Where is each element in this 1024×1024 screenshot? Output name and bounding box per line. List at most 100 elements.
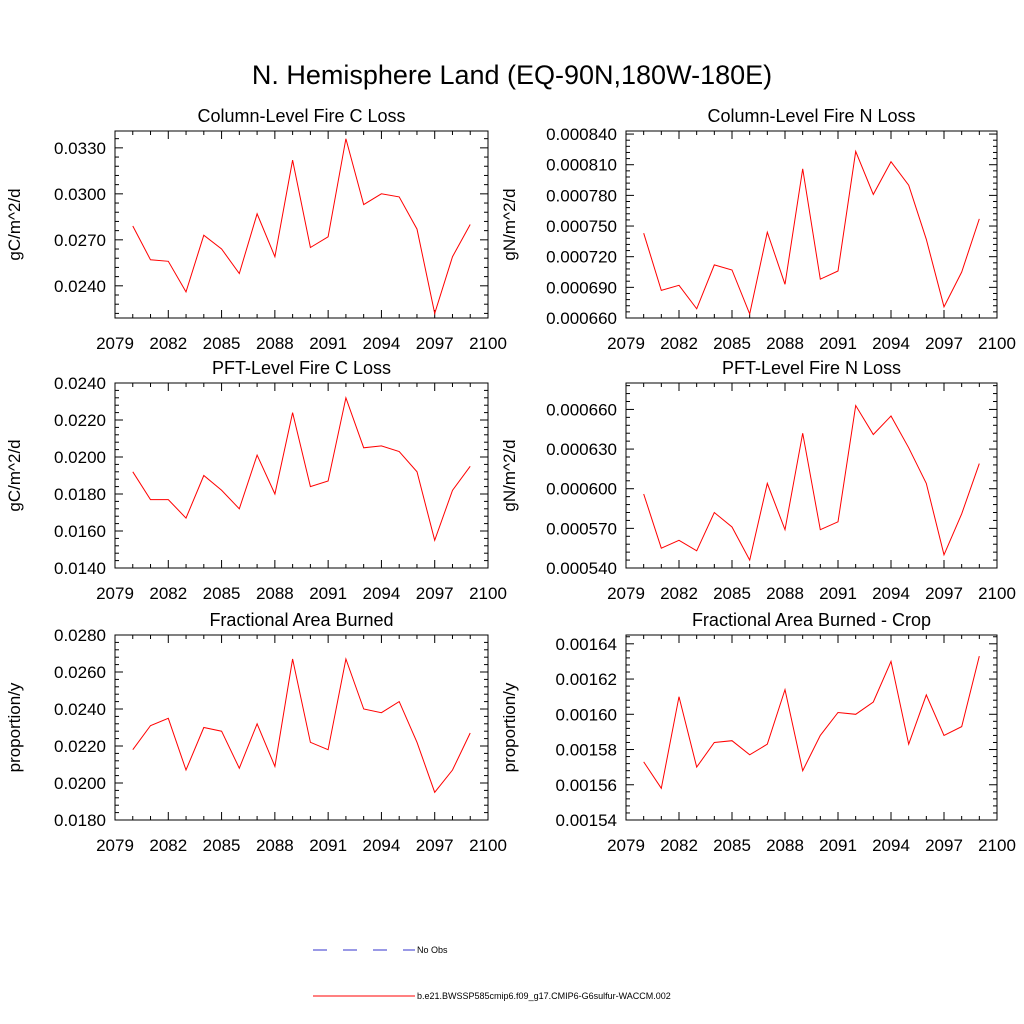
x-tick-label: 2094 [872,334,910,353]
x-tick-label: 2097 [925,584,963,603]
x-tick-label: 2085 [203,584,241,603]
x-tick-label: 2088 [256,584,294,603]
panel-4: 2079 2082 2085 2088 2091 2094 2097 2100 0.000540… [500,358,1016,603]
y-tick-label: 0.0220 [54,411,106,430]
y-tick-label: 0.000660 [546,400,617,419]
x-tick-label: 2091 [309,836,347,855]
x-tick-label: 2082 [149,584,187,603]
panel-title: PFT-Level Fire C Loss [212,358,391,378]
panel-6: 2079 2082 2085 2088 2091 2094 2097 2100 0.00154 0… [500,610,1016,855]
y-tick-label: 0.0200 [54,774,106,793]
y-tick-label: 0.00158 [556,741,617,760]
x-tick-label: 2088 [256,334,294,353]
y-tick-label: 0.000540 [546,559,617,578]
x-tick-label: 2094 [363,334,401,353]
y-axis-label: gN/m^2/d [500,188,519,260]
panels: 2079 2082 2085 2088 2091 2094 2097 2100 0.0240 0.… [5,106,1016,855]
x-tick-label: 2097 [925,836,963,855]
y-tick-label: 0.000720 [546,248,617,267]
x-tick-label: 2085 [203,334,241,353]
y-tick-label: 0.0330 [54,139,106,158]
x-tick-label: 2088 [766,836,804,855]
y-axis-label: proportion/y [500,682,519,772]
plot-frame [625,634,998,821]
series-line [132,395,471,543]
y-tick-label: 0.0200 [54,448,106,467]
y-tick-label: 0.00162 [556,670,617,689]
y-tick-label: 0.0260 [54,663,106,682]
y-tick-label: 0.0140 [54,559,106,578]
x-tick-label: 2097 [416,334,454,353]
y-tick-label: 0.000630 [546,440,617,459]
x-tick-label: 2079 [607,836,645,855]
y-axis-label: gN/m^2/d [500,439,519,511]
y-tick-label: 0.0240 [54,700,106,719]
x-tick-label: 2091 [819,836,857,855]
y-tick-label: 0.0300 [54,185,106,204]
y-tick-label: 0.00164 [556,635,617,654]
y-tick-label: 0.00160 [556,705,617,724]
plot-frame [114,130,489,319]
y-tick-label: 0.000840 [546,125,617,144]
x-tick-label: 2097 [416,584,454,603]
x-tick-label: 2100 [469,584,507,603]
x-tick-label: 2085 [713,584,751,603]
panel-title: Fractional Area Burned - Crop [692,610,931,630]
x-tick-label: 2094 [872,584,910,603]
x-tick-label: 2082 [149,836,187,855]
x-tick-label: 2079 [607,584,645,603]
x-tick-label: 2082 [660,584,698,603]
panel-title: Column-Level Fire N Loss [707,106,915,126]
y-tick-label: 0.000600 [546,480,617,499]
x-tick-label: 2085 [713,836,751,855]
x-tick-label: 2097 [416,836,454,855]
x-tick-label: 2088 [766,334,804,353]
x-tick-label: 2085 [203,836,241,855]
y-tick-label: 0.000780 [546,186,617,205]
x-tick-label: 2085 [713,334,751,353]
series-line [643,149,980,316]
panel-3: 2079 2082 2085 2088 2091 2094 2097 2100 0.0140 0.… [5,358,507,603]
x-tick-label: 2100 [469,836,507,855]
y-tick-label: 0.0220 [54,737,106,756]
legend-label-model: b.e21.BWSSP585cmip6.f09_g17.CMIP6-G6sulf… [417,991,671,1001]
x-tick-label: 2079 [607,334,645,353]
y-tick-label: 0.000750 [546,217,617,236]
legend: No Obs b.e21.BWSSP585cmip6.f09_g17.CMIP6… [313,945,671,1001]
panel-2: 2079 2082 2085 2088 2091 2094 2097 2100 0.000660… [500,106,1016,353]
x-tick-label: 2100 [978,584,1016,603]
x-tick-label: 2088 [256,836,294,855]
x-tick-label: 2082 [660,334,698,353]
plot-frame [625,130,998,319]
y-tick-label: 0.000690 [546,278,617,297]
x-tick-label: 2079 [96,334,134,353]
y-tick-label: 0.000660 [546,309,617,328]
panel-title: PFT-Level Fire N Loss [722,358,901,378]
panel-5: 2079 2082 2085 2088 2091 2094 2097 2100 0.0180 0.… [5,610,507,855]
y-axis-label: gC/m^2/d [5,439,24,511]
y-tick-label: 0.0180 [54,485,106,504]
main-title: N. Hemisphere Land (EQ-90N,180W-180E) [252,60,772,90]
y-tick-label: 0.0180 [54,811,106,830]
x-tick-label: 2088 [766,584,804,603]
y-tick-label: 0.00156 [556,776,617,795]
x-tick-label: 2094 [363,836,401,855]
y-tick-label: 0.0270 [54,231,106,250]
series-line [132,138,471,316]
y-axis-label: gC/m^2/d [5,188,24,260]
x-tick-label: 2100 [978,334,1016,353]
x-tick-label: 2079 [96,584,134,603]
series-line [643,655,980,790]
x-tick-label: 2082 [660,836,698,855]
x-tick-label: 2097 [925,334,963,353]
x-tick-label: 2082 [149,334,187,353]
x-tick-label: 2094 [363,584,401,603]
plot-frame [114,634,489,821]
plot-frame [114,382,489,569]
x-tick-label: 2079 [96,836,134,855]
panel-1: 2079 2082 2085 2088 2091 2094 2097 2100 0.0240 0.… [5,106,507,353]
y-axis-label: proportion/y [5,682,24,772]
y-tick-label: 0.000570 [546,519,617,538]
plot-frame [625,382,998,569]
